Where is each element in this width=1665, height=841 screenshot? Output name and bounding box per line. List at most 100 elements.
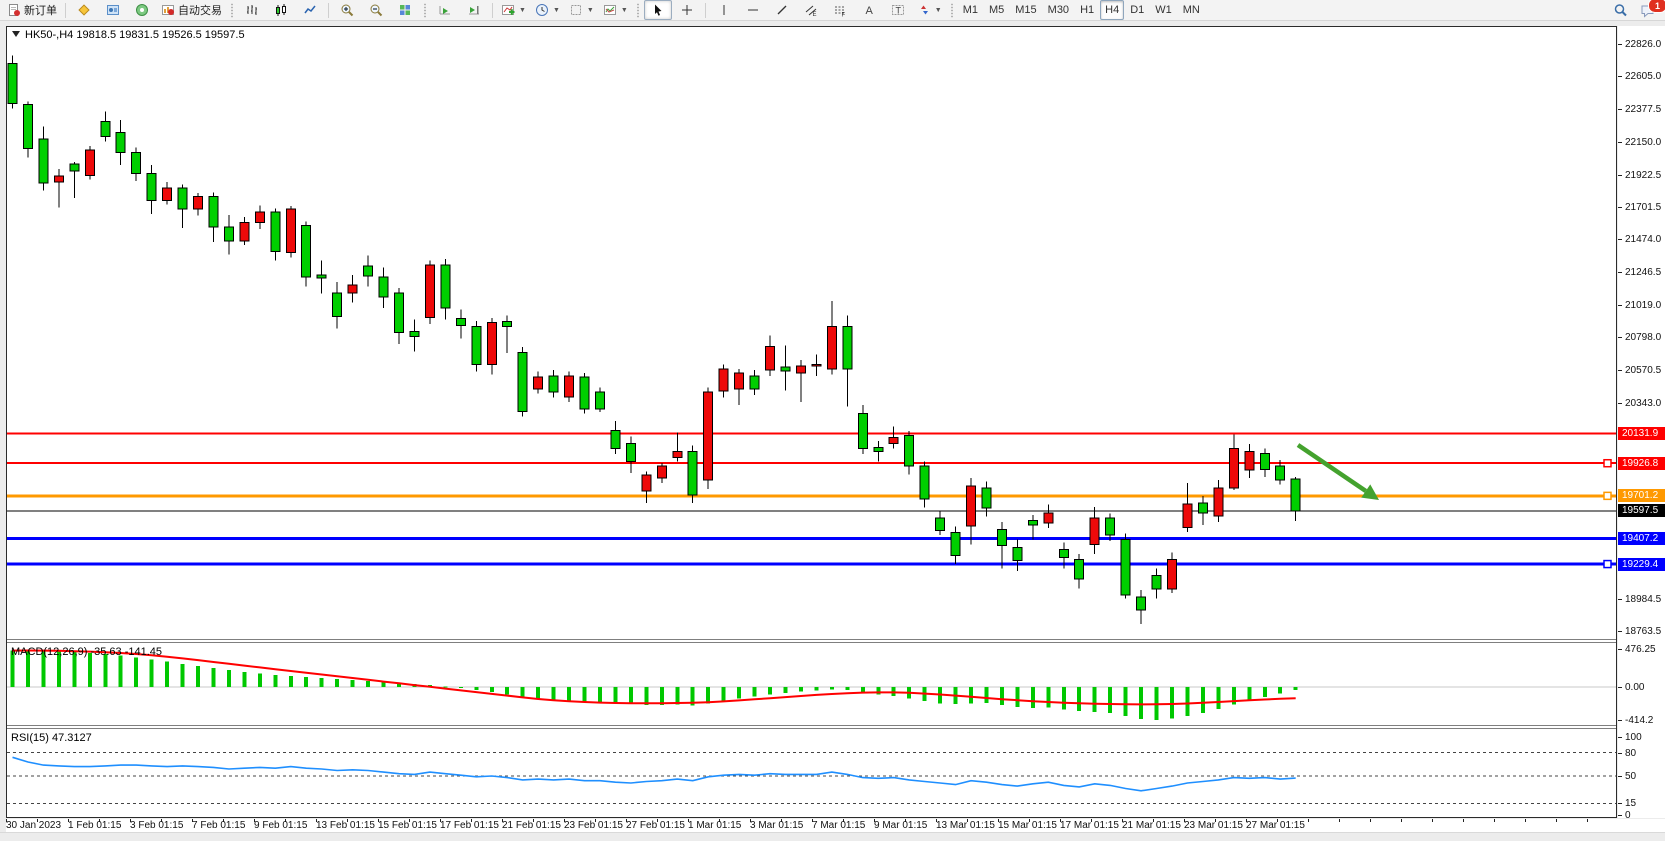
tile-windows-button[interactable] (391, 0, 419, 20)
candle (1074, 558, 1085, 580)
macd-histogram-bar (1077, 687, 1082, 712)
timeframe-w1[interactable]: W1 (1155, 4, 1172, 16)
toolbar-separator (704, 2, 706, 18)
text-tool-button[interactable]: A (855, 0, 883, 20)
chart-shift-button[interactable] (460, 0, 488, 20)
line-chart-button[interactable] (296, 0, 324, 20)
status-strip (0, 832, 1665, 841)
candle (749, 375, 760, 390)
macd-histogram-bar (25, 650, 30, 687)
zoom-in-button[interactable] (333, 0, 361, 20)
candle (765, 345, 776, 371)
macd-histogram-bar (1170, 687, 1174, 719)
vertical-line-tool-button[interactable] (710, 0, 738, 20)
time-axis-label: 17 Mar 01:15 (1060, 820, 1119, 831)
candle (857, 413, 868, 449)
chart-window[interactable]: HK50-,H4 19818.5 19831.5 19526.5 19597.5… (6, 26, 1617, 818)
macd-histogram-bar (1247, 687, 1252, 701)
chevron-down-icon: ▼ (620, 6, 628, 14)
search-button[interactable] (1606, 0, 1634, 20)
price-axis-tick-mark (1618, 720, 1622, 722)
trendline-tool-button[interactable] (768, 0, 796, 20)
candle (1012, 546, 1023, 561)
timeframe-m5[interactable]: M5 (988, 4, 1005, 16)
templates-button[interactable]: ▼ (565, 0, 598, 20)
macd-histogram-bar (1123, 687, 1128, 716)
line-handle[interactable] (1603, 559, 1612, 569)
arrows-tool-button[interactable]: ▼ (913, 0, 946, 20)
auto-scroll-button[interactable] (431, 0, 459, 20)
candle (888, 437, 899, 445)
time-axis-label: 9 Feb 01:15 (254, 820, 308, 831)
timeframe-h4[interactable]: H4 (1100, 0, 1125, 20)
navigator-button[interactable] (99, 0, 127, 20)
time-axis-tick-mark (161, 819, 162, 822)
candlestick-chart-button[interactable] (267, 0, 295, 20)
fibonacci-tool-button[interactable]: F (826, 0, 854, 20)
zoom-out-button[interactable] (362, 0, 390, 20)
timeframe-mn[interactable]: MN (1182, 4, 1200, 16)
arrows-icon (917, 3, 931, 17)
indicators-button[interactable]: ▼ (497, 0, 530, 20)
time-axis-label: 1 Mar 01:15 (688, 820, 742, 831)
candle (1182, 503, 1193, 529)
quick-trade-collapse-icon[interactable] (12, 31, 20, 37)
chevron-down-icon: ▼ (552, 6, 560, 14)
toolbar-grip (230, 2, 234, 18)
time-axis-tick-mark (440, 819, 441, 822)
time-axis-label: 21 Feb 01:15 (502, 820, 561, 831)
toolbar-grip (635, 2, 640, 18)
price-line-label: 19926.8 (1618, 456, 1665, 470)
auto-scroll-icon (438, 3, 452, 17)
candle (703, 391, 714, 481)
time-axis-tick-mark (316, 819, 317, 822)
profiles-icon (603, 3, 617, 17)
candle (795, 365, 806, 374)
line-handle[interactable] (1603, 458, 1612, 468)
timeframe-m30[interactable]: M30 (1047, 4, 1070, 16)
candle (208, 196, 219, 228)
chat-button[interactable]: 1 (1634, 0, 1665, 20)
candle (502, 321, 513, 328)
horizontal-line-tool-button[interactable] (739, 0, 767, 20)
trend-arrow-shaft[interactable] (1296, 443, 1368, 493)
text-label-tool-button[interactable]: T (884, 0, 912, 20)
candle (177, 187, 188, 210)
timeframe-m1[interactable]: M1 (962, 4, 978, 16)
price-axis[interactable]: 22826.0 22605.0 22377.5 22150.0 21922.5 21701… (1618, 26, 1665, 821)
timeframe-d1[interactable]: D1 (1130, 4, 1145, 16)
time-axis-tick-mark (967, 819, 968, 822)
time-axis[interactable]: 30 Jan 2023 1 Feb 01:15 3 Feb 01:15 7 Feb 0… (6, 819, 1665, 832)
time-axis-tick-mark (1029, 819, 1030, 822)
trend-arrow-head[interactable] (1361, 484, 1379, 500)
market-watch-button[interactable] (70, 0, 98, 20)
cursor-tool-button[interactable] (643, 0, 672, 20)
macd-histogram-bar (860, 687, 865, 692)
time-axis-tick-mark (99, 819, 100, 822)
chart-canvas[interactable]: HK50-,H4 19818.5 19831.5 19526.5 19597.5… (7, 27, 1616, 817)
profiles-button[interactable]: ▼ (599, 0, 632, 20)
time-axis-label: 27 Mar 01:15 (1246, 820, 1305, 831)
periods-button[interactable]: ▼ (531, 0, 564, 20)
toolbar-separator (328, 2, 329, 18)
candle (1027, 520, 1038, 526)
timeframe-m15[interactable]: M15 (1015, 4, 1037, 16)
toolbar-separator (65, 2, 66, 18)
new-order-button[interactable]: 新订单 (3, 0, 61, 20)
window-left-edge (0, 21, 6, 841)
line-handle[interactable] (1603, 491, 1612, 501)
price-axis-tick: 18984.5 (1625, 594, 1662, 606)
bar-chart-button[interactable] (238, 0, 266, 20)
macd-histogram-bar (10, 650, 15, 687)
candle (223, 226, 234, 242)
price-axis-tick-mark (1618, 403, 1622, 405)
auto-trading-button[interactable]: 自动交易 (157, 0, 226, 20)
candle (533, 376, 544, 390)
timeframe-h1[interactable]: H1 (1080, 4, 1095, 16)
time-axis-tick-mark (223, 819, 224, 822)
terminal-button[interactable] (128, 0, 156, 20)
crosshair-tool-button[interactable] (673, 0, 701, 20)
channel-tool-button[interactable]: E (797, 0, 825, 20)
candle (548, 375, 559, 393)
macd-histogram-bar (489, 687, 494, 692)
